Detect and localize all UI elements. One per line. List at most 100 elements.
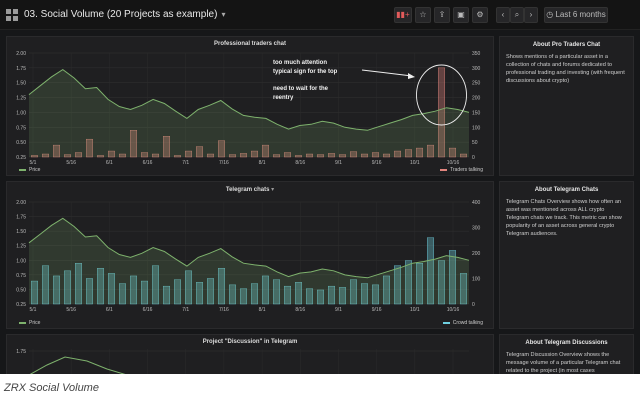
plot-area: 2.00 1.75 1.50 1.25 1.00 0.75 0.50 0.25 350 300 25… — [16, 51, 480, 166]
legend-label: Price — [29, 167, 41, 173]
add-panel-button[interactable]: ▮▮+ — [394, 7, 412, 23]
bar — [427, 237, 435, 305]
legend-crowd[interactable]: Crowd talking — [442, 320, 483, 326]
bar — [317, 289, 325, 305]
share-button[interactable]: ⇪ — [434, 7, 450, 23]
x-tick-label: 9/16 — [372, 307, 382, 313]
panel-telegram-chats[interactable]: Telegram chats ▾ 2.00 1.75 1.50 1.25 1.00 0.7… — [6, 181, 494, 329]
legend-swatch — [19, 169, 26, 171]
x-tick-label: 10/1 — [410, 160, 420, 166]
y-tick-label-right: 300 — [472, 226, 481, 232]
x-tick-label: 5/16 — [66, 160, 76, 166]
bar — [74, 152, 82, 158]
dashboard-title[interactable]: 03. Social Volume (20 Projects as exampl… — [24, 9, 226, 20]
bar — [460, 153, 468, 158]
time-range-label: Last 6 months — [555, 10, 606, 19]
chevron-down-icon: ▾ — [271, 187, 275, 193]
settings-button[interactable]: ⚙ — [472, 7, 488, 23]
legend-traders[interactable]: Traders talking — [440, 167, 483, 173]
bar — [31, 155, 39, 158]
zoom-out-button[interactable]: ⌕ — [510, 7, 524, 23]
bar — [96, 155, 104, 158]
bar — [107, 273, 115, 305]
bar — [372, 152, 380, 158]
bar — [129, 130, 137, 158]
bar — [195, 146, 203, 158]
annotation-bottom-text: need to wait for the reentry — [273, 85, 328, 103]
y-tick-label-left: 1.00 — [16, 110, 26, 116]
bar — [129, 275, 137, 305]
x-tick-label: 10/1 — [410, 307, 420, 313]
panel-title[interactable]: Professional traders chat — [213, 41, 287, 47]
clock-icon: ◷ — [546, 10, 554, 19]
bar — [339, 287, 347, 305]
bar — [206, 278, 214, 305]
y-tick-label-right: 400 — [472, 200, 481, 206]
y-tick-label-left: 2.00 — [16, 51, 26, 57]
bar — [217, 268, 225, 305]
gear-icon: ⚙ — [476, 10, 484, 19]
annotation-line: reentry — [273, 95, 294, 101]
bar — [184, 270, 192, 305]
y-tick-label-left: 1.75 — [16, 66, 26, 72]
bar — [273, 154, 281, 158]
bar — [239, 288, 247, 305]
bar — [162, 135, 170, 158]
y-tick-label-left: 1.75 — [16, 349, 26, 355]
bar — [328, 285, 336, 305]
x-tick-label: 10/16 — [447, 307, 460, 313]
save-button[interactable]: ▣ — [453, 7, 469, 23]
bar — [107, 150, 115, 158]
bar — [273, 279, 281, 305]
bar — [306, 288, 314, 305]
x-tick-label: 6/1 — [106, 160, 113, 166]
bar — [339, 154, 347, 158]
bar — [64, 270, 72, 305]
panel-telegram-discussion[interactable]: Project "Discussion" in Telegram 1.75 — [6, 334, 494, 374]
legend-label: Crowd talking — [452, 320, 483, 326]
legend-price[interactable]: Price — [19, 167, 40, 173]
x-tick-label: 8/16 — [295, 307, 305, 313]
x-tick-label: 7/16 — [219, 307, 229, 313]
bar — [394, 265, 402, 305]
panel-title[interactable]: Telegram chats ▾ — [7, 186, 493, 193]
bar — [85, 278, 93, 305]
chevron-down-icon: ▾ — [221, 10, 226, 19]
bar — [405, 260, 413, 305]
grid-apps-icon[interactable] — [6, 9, 18, 21]
y-tick-label-right: 350 — [472, 51, 481, 57]
bar — [328, 153, 336, 158]
bar — [261, 275, 269, 305]
bar — [427, 144, 435, 158]
legend-swatch — [440, 169, 448, 171]
bar — [140, 280, 148, 305]
side-panel-title: About Telegram Chats — [534, 187, 599, 193]
side-panel-telegram-chats: About Telegram Chats Telegram Chats Over… — [499, 181, 634, 329]
panel-title[interactable]: Project "Discussion" in Telegram — [202, 339, 298, 345]
legend-price[interactable]: Price — [19, 320, 40, 326]
y-tick-label-right: 100 — [472, 277, 481, 283]
bar — [228, 154, 236, 158]
y-tick-label-right: 300 — [472, 66, 481, 72]
bar — [228, 284, 236, 305]
bar — [118, 153, 126, 158]
y-tick-label-left: 1.50 — [16, 229, 26, 235]
bar — [195, 282, 203, 305]
time-range-picker[interactable]: ◷ Last 6 months — [544, 7, 608, 23]
time-back-button[interactable]: ‹ — [496, 7, 510, 23]
annotation-top-text: too much attention typical sign for the t… — [273, 59, 337, 77]
panel-professional-traders-chat[interactable]: Professional traders chat 2.00 1.75 1.50 1.… — [6, 36, 494, 176]
legend-label: Price — [29, 320, 41, 326]
bar — [151, 265, 159, 305]
legend-swatch — [19, 322, 26, 324]
annotation-line: typical sign for the top — [273, 69, 338, 75]
time-forward-button[interactable]: › — [524, 7, 538, 23]
x-tick-label: 5/16 — [66, 307, 76, 313]
annotation-line: too much attention — [273, 60, 327, 66]
y-tick-label-left: 2.00 — [16, 200, 26, 206]
zoom-icon: ⌕ — [514, 10, 520, 19]
bar — [184, 150, 192, 158]
star-button[interactable]: ☆ — [415, 7, 431, 23]
bar — [372, 284, 380, 305]
bar — [405, 149, 413, 158]
